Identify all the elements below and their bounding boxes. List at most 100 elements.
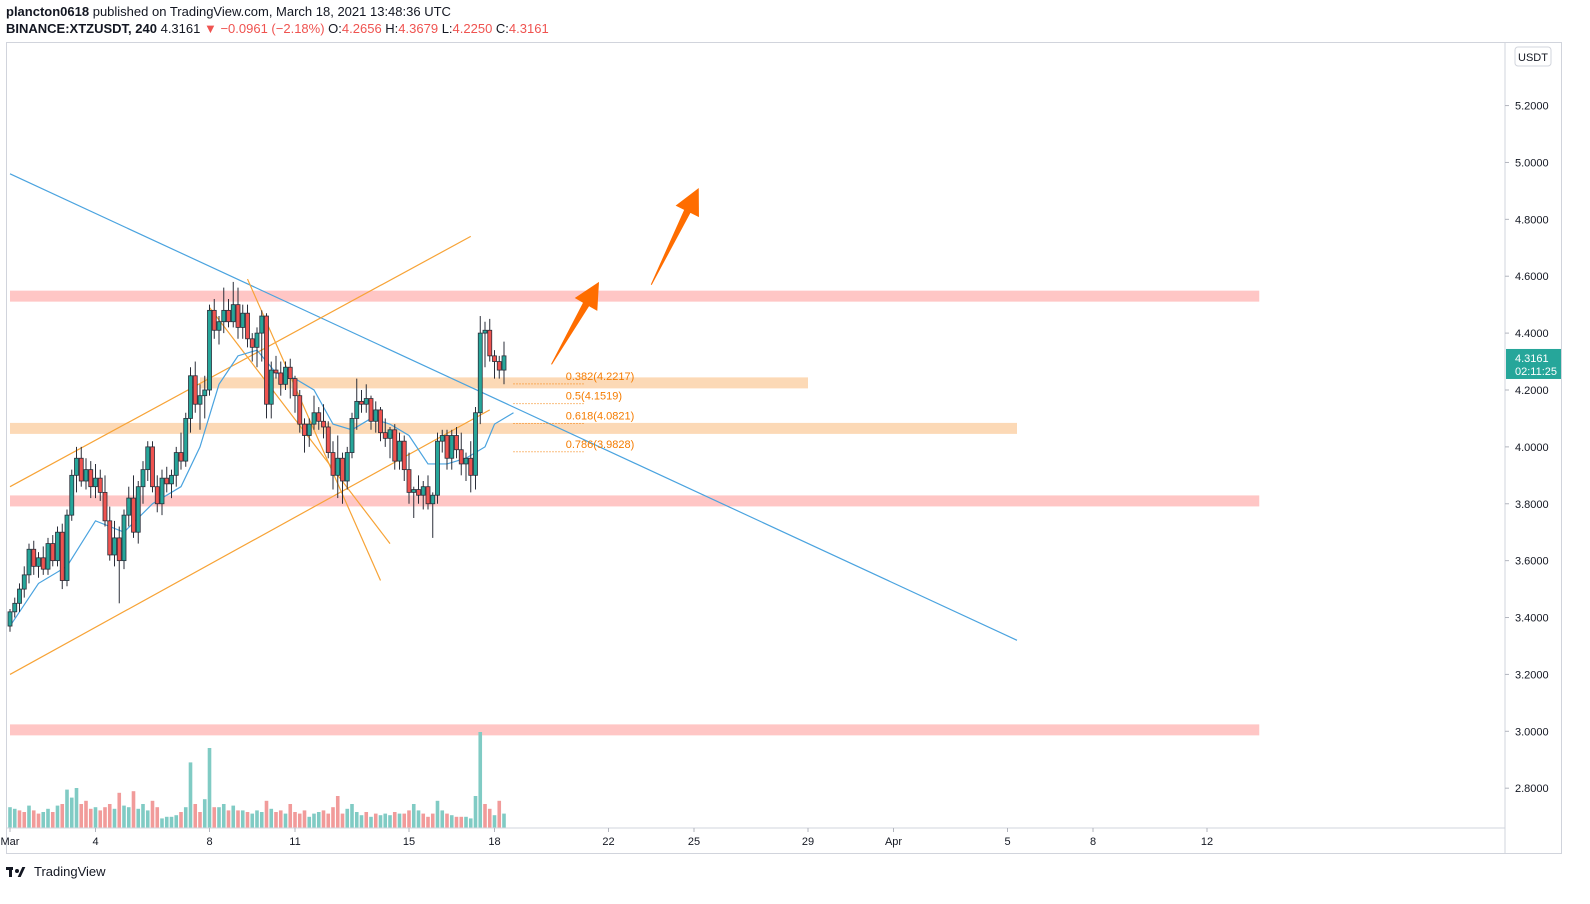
candle[interactable]: [131, 475, 136, 538]
candle[interactable]: [283, 361, 288, 390]
candle[interactable]: [31, 540, 37, 575]
candle[interactable]: [401, 435, 407, 482]
candle[interactable]: [411, 486, 417, 518]
candle[interactable]: [373, 401, 379, 433]
descending-trendline[interactable]: [9, 173, 1018, 641]
candle[interactable]: [88, 461, 94, 499]
candle[interactable]: [344, 446, 350, 490]
candle[interactable]: [482, 321, 488, 368]
channel-line[interactable]: [9, 409, 491, 675]
candle[interactable]: [330, 441, 336, 490]
candle[interactable]: [78, 446, 84, 487]
breakout-arrow[interactable]: [650, 188, 699, 285]
candle[interactable]: [287, 358, 293, 399]
candle[interactable]: [259, 310, 265, 362]
candle[interactable]: [254, 327, 260, 368]
candle[interactable]: [36, 552, 41, 578]
candle[interactable]: [207, 304, 212, 396]
candle[interactable]: [173, 446, 179, 487]
candle[interactable]: [268, 361, 274, 419]
candle[interactable]: [150, 441, 155, 493]
candle[interactable]: [69, 469, 75, 521]
candle[interactable]: [392, 424, 398, 470]
candle[interactable]: [378, 407, 383, 442]
candle[interactable]: [302, 418, 307, 453]
symbol-label[interactable]: BINANCE:XTZUSDT, 240: [6, 21, 157, 36]
candle[interactable]: [325, 421, 331, 459]
candle[interactable]: [363, 384, 369, 413]
support-zone[interactable]: [10, 422, 1017, 434]
candle[interactable]: [477, 316, 483, 425]
candle[interactable]: [449, 429, 455, 470]
candle[interactable]: [468, 441, 474, 493]
candle[interactable]: [126, 486, 132, 527]
candle[interactable]: [64, 509, 70, 587]
candle[interactable]: [501, 341, 507, 385]
candle[interactable]: [169, 469, 174, 499]
candle[interactable]: [463, 452, 469, 482]
candle[interactable]: [273, 355, 279, 379]
candle[interactable]: [154, 475, 160, 513]
candle[interactable]: [306, 418, 312, 447]
resistance-zone[interactable]: [10, 495, 1260, 507]
candle[interactable]: [74, 446, 79, 493]
candle[interactable]: [197, 384, 203, 430]
candle[interactable]: [59, 523, 65, 590]
candle[interactable]: [458, 432, 464, 476]
candle[interactable]: [454, 426, 459, 459]
candle[interactable]: [192, 361, 198, 413]
candle[interactable]: [368, 395, 374, 430]
candle[interactable]: [221, 287, 227, 334]
candle[interactable]: [387, 426, 393, 459]
candle[interactable]: [135, 481, 141, 544]
candle[interactable]: [216, 316, 222, 345]
candle[interactable]: [397, 432, 402, 470]
candle[interactable]: [112, 520, 117, 567]
candle[interactable]: [116, 526, 122, 604]
candle[interactable]: [264, 313, 269, 419]
candle[interactable]: [83, 458, 89, 490]
candle[interactable]: [140, 461, 146, 504]
candle[interactable]: [492, 350, 497, 379]
candle[interactable]: [40, 546, 46, 575]
candle[interactable]: [17, 583, 22, 612]
author-name[interactable]: plancton0618: [6, 4, 90, 19]
candle[interactable]: [425, 475, 431, 510]
candle[interactable]: [211, 298, 217, 339]
candle[interactable]: [55, 526, 60, 567]
candle[interactable]: [354, 378, 360, 430]
candle[interactable]: [202, 375, 208, 419]
candle[interactable]: [159, 469, 165, 516]
candle[interactable]: [473, 407, 478, 490]
candle[interactable]: [496, 355, 502, 379]
breakout-arrow[interactable]: [551, 281, 599, 365]
candle[interactable]: [121, 509, 127, 570]
candle[interactable]: [45, 537, 51, 575]
candle[interactable]: [430, 492, 436, 538]
candle[interactable]: [335, 435, 341, 499]
resistance-zone[interactable]: [10, 290, 1260, 302]
candle[interactable]: [420, 481, 426, 510]
candle[interactable]: [316, 407, 322, 430]
candle[interactable]: [26, 543, 32, 584]
candle[interactable]: [297, 389, 303, 433]
candle[interactable]: [382, 418, 388, 447]
candle[interactable]: [230, 281, 236, 328]
candle[interactable]: [406, 452, 412, 504]
candle[interactable]: [249, 333, 255, 362]
candle[interactable]: [93, 463, 98, 499]
candle[interactable]: [183, 412, 189, 467]
candle[interactable]: [292, 375, 298, 413]
candle[interactable]: [107, 506, 113, 561]
candle[interactable]: [50, 535, 56, 567]
candle[interactable]: [164, 466, 170, 493]
candle[interactable]: [145, 441, 151, 482]
candle[interactable]: [340, 452, 345, 504]
tradingview-footer[interactable]: TradingView: [6, 864, 106, 879]
candle[interactable]: [321, 404, 326, 439]
candle[interactable]: [12, 597, 18, 618]
candle[interactable]: [416, 475, 421, 504]
candle[interactable]: [226, 298, 231, 328]
candle[interactable]: [178, 432, 184, 470]
